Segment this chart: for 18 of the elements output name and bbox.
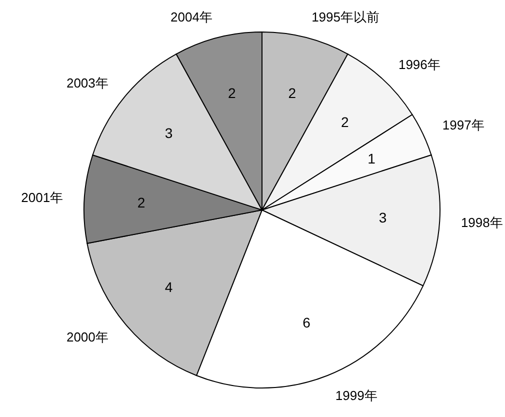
- slice-label: 2001年: [21, 190, 64, 205]
- slice-label: 1995年以前: [312, 9, 380, 24]
- data-label: 2: [137, 194, 146, 210]
- data-label: 3: [164, 124, 173, 141]
- data-label: 6: [302, 314, 311, 331]
- data-label: 2: [288, 84, 296, 101]
- slice-label: 1999年: [335, 388, 378, 403]
- data-label: 2: [228, 84, 236, 101]
- slice-label: 2004年: [170, 9, 212, 24]
- slice-label: 2000年: [66, 330, 108, 345]
- data-label: 1: [368, 150, 376, 166]
- slice-label: 1997年: [442, 118, 484, 133]
- slice-label: 1996年: [398, 57, 440, 72]
- data-label: 3: [378, 210, 387, 226]
- slice-label: 2003年: [66, 75, 108, 90]
- data-label: 4: [164, 279, 173, 296]
- data-label: 2: [340, 114, 349, 130]
- slice-label: 1998年: [460, 215, 503, 230]
